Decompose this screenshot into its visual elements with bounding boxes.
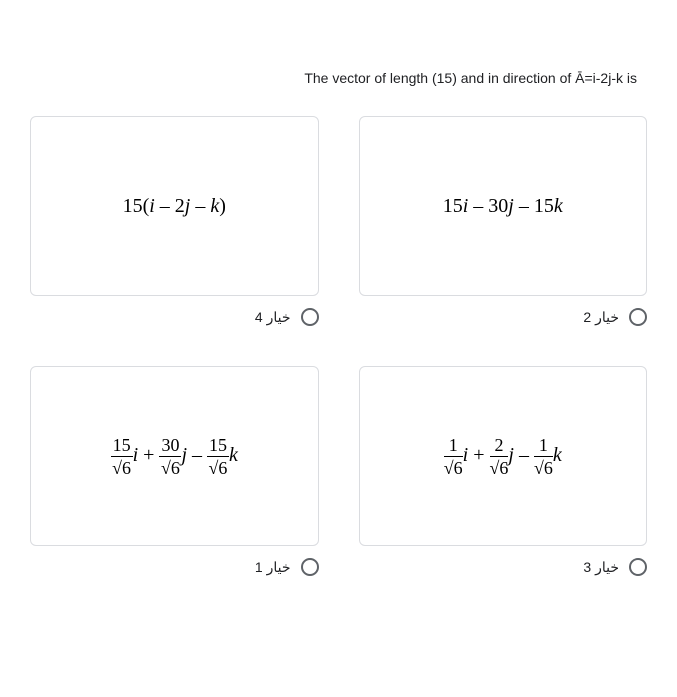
question-text: The vector of length (15) and in directi… xyxy=(30,70,647,86)
option-math-4: 15(i – 2j – k) xyxy=(123,195,226,218)
radio-icon xyxy=(629,308,647,326)
option-card-1: 15√6i + 30√6j – 15√6k xyxy=(30,366,319,546)
option-card-2: 15i – 30j – 15k xyxy=(359,116,648,296)
option-label-text-3: خيار 3 xyxy=(583,559,619,576)
option-label-4[interactable]: خيار 4 xyxy=(30,308,319,326)
option-label-text-4: خيار 4 xyxy=(255,309,291,326)
option-math-3: 1√6i + 2√6j – 1√6k xyxy=(444,436,562,477)
option-label-text-1: خيار 1 xyxy=(255,559,291,576)
option-label-text-2: خيار 2 xyxy=(583,309,619,326)
option-math-2: 15i – 30j – 15k xyxy=(443,195,563,218)
radio-icon xyxy=(629,558,647,576)
option-2: 15i – 30j – 15k خيار 2 xyxy=(359,116,648,326)
option-card-4: 15(i – 2j – k) xyxy=(30,116,319,296)
option-label-3[interactable]: خيار 3 xyxy=(359,558,648,576)
option-math-1: 15√6i + 30√6j – 15√6k xyxy=(111,436,238,477)
radio-icon xyxy=(301,558,319,576)
option-label-1[interactable]: خيار 1 xyxy=(30,558,319,576)
option-label-2[interactable]: خيار 2 xyxy=(359,308,648,326)
option-3: 1√6i + 2√6j – 1√6k خيار 3 xyxy=(359,366,648,576)
option-1: 15√6i + 30√6j – 15√6k خيار 1 xyxy=(30,366,319,576)
radio-icon xyxy=(301,308,319,326)
option-4: 15(i – 2j – k) خيار 4 xyxy=(30,116,319,326)
option-card-3: 1√6i + 2√6j – 1√6k xyxy=(359,366,648,546)
options-grid: 15(i – 2j – k) خيار 4 15i – 30j – 15k خي… xyxy=(30,116,647,576)
